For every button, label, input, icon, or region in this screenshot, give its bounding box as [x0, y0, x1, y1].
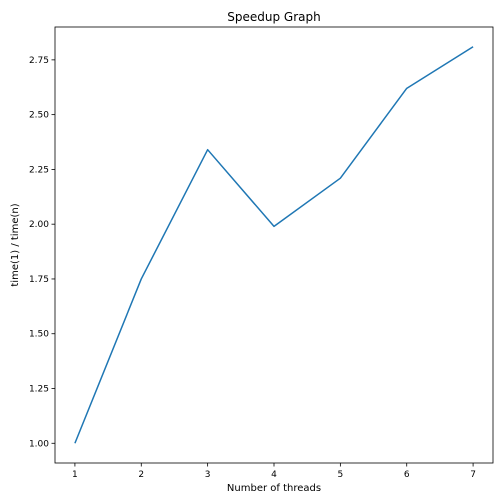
x-tick-label: 5 [337, 470, 343, 480]
x-tick-label: 2 [138, 470, 144, 480]
x-tick-label: 4 [271, 470, 277, 480]
y-axis-label: time(1) / time(n) [10, 203, 21, 286]
y-tick-label: 2.00 [29, 220, 49, 230]
x-tick-label: 6 [404, 470, 410, 480]
y-tick-label: 1.25 [29, 385, 49, 395]
y-tick-label: 1.75 [29, 275, 49, 285]
x-tick-label: 3 [205, 470, 211, 480]
x-axis-label: Number of threads [227, 483, 321, 494]
y-tick-label: 1.50 [29, 330, 49, 340]
x-tick-label: 7 [470, 470, 476, 480]
y-tick-label: 2.75 [29, 56, 49, 66]
y-tick-label: 1.00 [29, 439, 49, 449]
y-tick-label: 2.50 [29, 111, 49, 121]
x-tick-label: 1 [72, 470, 78, 480]
chart-title: Speedup Graph [227, 10, 320, 24]
y-tick-label: 2.25 [29, 165, 49, 175]
